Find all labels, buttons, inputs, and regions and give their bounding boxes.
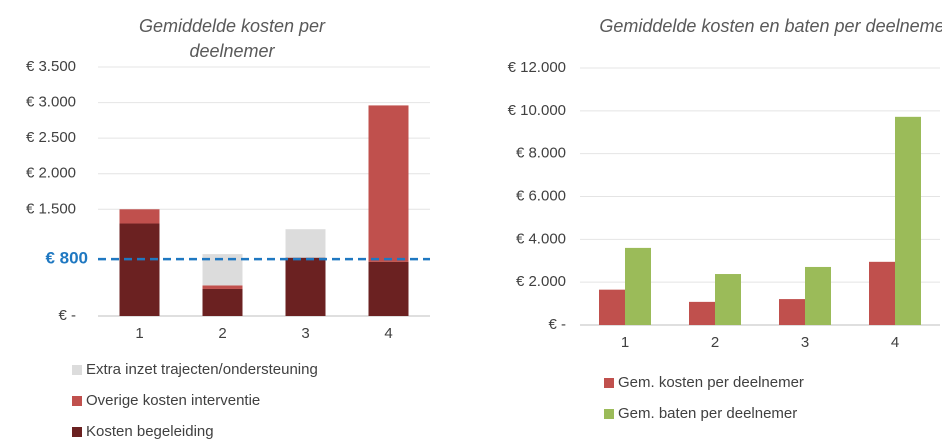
bar-segment (119, 209, 160, 224)
legend-swatch (72, 365, 82, 375)
legend-label: Gem. baten per deelnemer (618, 405, 797, 422)
legend-label: Kosten begeleiding (86, 423, 214, 440)
x-tick-label: 1 (135, 325, 143, 342)
x-tick-label: 3 (301, 325, 309, 342)
y-tick-label: € 2.000 (26, 165, 76, 182)
y-tick-label: € 6.000 (516, 187, 566, 204)
x-tick-label: 1 (621, 334, 629, 351)
legend-swatch (72, 427, 82, 437)
bar (625, 247, 651, 325)
bar (689, 301, 715, 325)
y-tick-label: € 10.000 (508, 102, 566, 119)
y-tick-label: € 2.000 (516, 273, 566, 290)
bar (895, 116, 921, 325)
bar (599, 289, 625, 325)
bar (779, 299, 805, 325)
legend-label: Overige kosten interventie (86, 392, 260, 409)
y-tick-label: € - (58, 307, 76, 324)
reference-label: € 800 (45, 249, 88, 268)
x-tick-label: 4 (891, 334, 899, 351)
legend-swatch (604, 409, 614, 419)
bar-segment (202, 285, 243, 289)
y-tick-label: € 2.500 (26, 129, 76, 146)
x-tick-label: 2 (218, 325, 226, 342)
legend-label: Extra inzet trajecten/ondersteuning (86, 361, 318, 378)
chart-title: Gemiddelde kosten per deelnemer (139, 16, 326, 61)
y-tick-label: € - (548, 316, 566, 333)
y-tick-label: € 8.000 (516, 145, 566, 162)
bar-segment (285, 257, 326, 316)
x-tick-label: 3 (801, 334, 809, 351)
x-tick-label: 4 (384, 325, 392, 342)
bar-segment (202, 288, 243, 316)
y-tick-label: € 1.500 (26, 200, 76, 217)
bar-segment (368, 105, 409, 262)
x-tick-label: 2 (711, 334, 719, 351)
y-tick-label: € 3.000 (26, 94, 76, 111)
bar (715, 274, 741, 325)
bar (805, 266, 831, 325)
bar (869, 261, 895, 325)
y-tick-label: € 4.000 (516, 230, 566, 247)
bar-segment (368, 261, 409, 316)
legend-label: Gem. kosten per deelnemer (618, 374, 804, 391)
legend-swatch (604, 378, 614, 388)
y-tick-label: € 12.000 (508, 59, 566, 76)
chart-title: Gemiddelde kosten en baten per deelnemer (599, 16, 942, 36)
bar-segment (285, 229, 326, 258)
bar-segment (119, 223, 160, 316)
y-tick-label: € 3.500 (26, 58, 76, 75)
legend-swatch (72, 396, 82, 406)
